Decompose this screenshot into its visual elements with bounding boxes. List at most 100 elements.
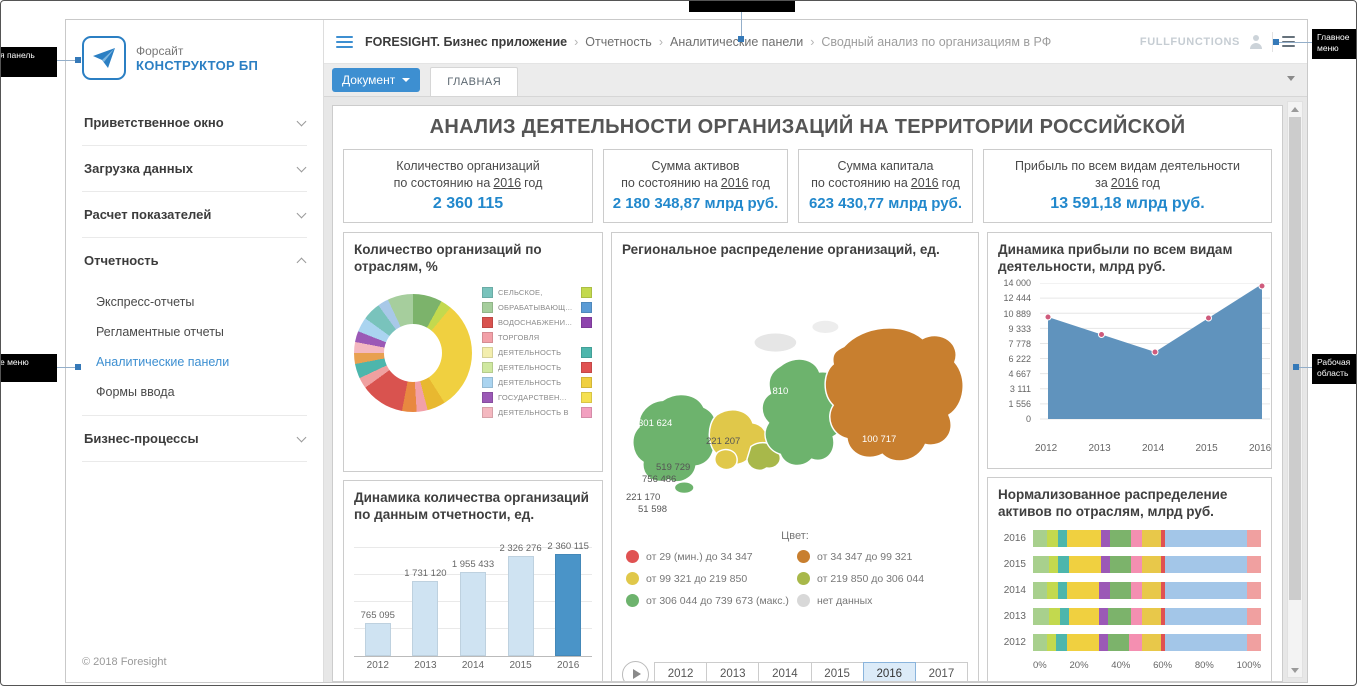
- stacked-bar-2012: [1033, 634, 1261, 652]
- x-tick-label: 0%: [1033, 660, 1047, 672]
- legend-dot: [797, 594, 810, 608]
- bar-segment: [1130, 582, 1143, 600]
- legend-dot: [797, 550, 810, 564]
- bar-segment: [1048, 556, 1059, 574]
- x-tick-label: 60%: [1153, 660, 1173, 672]
- chevron-down-icon[interactable]: [1287, 76, 1295, 81]
- x-tick-label: 2012: [1035, 443, 1058, 455]
- year-button-2014[interactable]: 2014: [758, 662, 812, 681]
- annotation-work-window: Рабочее окно: [689, 1, 795, 12]
- bar-segment: [1067, 530, 1102, 548]
- bar-segment: [1110, 582, 1131, 600]
- bar-value-label: 2 326 276: [499, 543, 542, 555]
- kpi-title: Количество организаций: [396, 159, 540, 173]
- scroll-down-arrow[interactable]: [1288, 663, 1302, 677]
- vertical-scrollbar[interactable]: [1287, 101, 1303, 678]
- document-button[interactable]: Документ: [332, 68, 421, 92]
- chevron-down-icon: [402, 78, 411, 82]
- sidebar-item-reporting[interactable]: Отчетность: [82, 238, 307, 283]
- y-tick-label: 7 778: [1008, 338, 1031, 349]
- bar-segment: [1142, 530, 1161, 548]
- map-legend-item: нет данных: [797, 594, 964, 608]
- year-button-2015[interactable]: 2015: [810, 662, 864, 681]
- bar-segment: [1033, 608, 1049, 626]
- legend-item: ДЕЯТЕЛЬНОСТЬ В: [482, 407, 592, 419]
- row-label: 2015: [1003, 559, 1026, 571]
- brand-line2: КОНСТРУКТОР БП: [136, 57, 259, 73]
- map-value-label: 519 729: [656, 462, 691, 474]
- bar-segment: [1069, 556, 1102, 574]
- bar-value-label: 2 360 115: [547, 541, 589, 553]
- kpi-title: по состоянию на: [811, 175, 908, 190]
- breadcrumb-item-analytic-panels[interactable]: Аналитические панели: [670, 34, 804, 49]
- hamburger-icon[interactable]: [336, 35, 353, 48]
- annotation-line: [57, 367, 75, 368]
- x-tick-label: 2014: [461, 660, 485, 672]
- charts-grid: Количество организаций по отраслям, % СЕ…: [343, 231, 1272, 681]
- legend-swatch: [482, 332, 493, 344]
- map-legend-item: от 219 850 до 306 044: [797, 572, 964, 586]
- kpi-value: 2 180 348,87 млрд руб.: [612, 194, 779, 212]
- year-button-2017[interactable]: 2017: [914, 662, 969, 681]
- bar-segment: [1069, 608, 1100, 626]
- bar-segment: [1165, 634, 1248, 652]
- year-button-2016[interactable]: 2016: [862, 662, 916, 681]
- kpi-year-link[interactable]: 2016: [910, 175, 939, 190]
- sidebar-subitem-regulated-reports[interactable]: Регламентные отчеты: [96, 325, 224, 339]
- user-name: FULLFUNCTIONS: [1139, 35, 1240, 48]
- legend-item: ДЕЯТЕЛЬНОСТЬ: [482, 347, 592, 359]
- breadcrumb-separator: ›: [810, 34, 815, 49]
- legend-dot: [626, 572, 639, 586]
- legend-item: ВОДОСНАБЖЕНИ...: [482, 317, 592, 329]
- kpi-year-link[interactable]: 2016: [493, 175, 522, 190]
- annotation-work-area: Рабочая область: [1312, 354, 1356, 384]
- tab-main[interactable]: ГЛАВНАЯ: [430, 67, 519, 96]
- year-button-2012[interactable]: 2012: [654, 662, 708, 681]
- kpi-title: по состоянию на: [393, 175, 491, 190]
- assets-stacked-panel: Нормализованное распределение активов по…: [987, 476, 1272, 681]
- kpi-year-link[interactable]: 2016: [1110, 175, 1139, 190]
- scrollbar-thumb[interactable]: [1289, 117, 1301, 600]
- sidebar-item-welcome[interactable]: Приветственное окно: [82, 100, 307, 146]
- russia-map[interactable]: 301 624 221 207 307 810 100 717 519 729 756 4…: [622, 268, 968, 518]
- bar-2012: [364, 623, 391, 657]
- sidebar-subitem-analytic-panels[interactable]: Аналитические панели: [96, 355, 230, 369]
- scroll-up-arrow[interactable]: [1288, 102, 1302, 116]
- x-tick-label: 80%: [1194, 660, 1214, 672]
- legend-label: от 219 850 до 306 044: [817, 572, 925, 585]
- kpi-year-link[interactable]: 2016: [720, 175, 749, 190]
- legend-item: ОБРАБАТЫВАЮЩ...: [482, 302, 592, 314]
- sidebar-subitem-input-forms[interactable]: Формы ввода: [96, 385, 175, 399]
- map-value-label: 301 624: [638, 418, 673, 430]
- kpi-title: год: [524, 175, 543, 190]
- user-icon[interactable]: [1249, 34, 1263, 49]
- bar-segment: [1247, 634, 1261, 652]
- stacked-bar-2015: [1033, 556, 1261, 574]
- row-label: 2013: [1003, 611, 1026, 623]
- chevron-down-icon: [296, 116, 307, 126]
- sidebar-item-business-processes[interactable]: Бизнес-процессы: [82, 416, 307, 462]
- play-button[interactable]: [622, 660, 649, 681]
- bar-segment: [1033, 556, 1049, 574]
- sidebar-item-data-load[interactable]: Загрузка данных: [82, 146, 307, 192]
- bar-segment: [1033, 634, 1047, 652]
- document-button-label: Документ: [342, 73, 396, 87]
- sidebar-subitem-express-reports[interactable]: Экспресс-отчеты: [96, 295, 195, 309]
- sidebar-item-indicators[interactable]: Расчет показателей: [82, 192, 307, 238]
- breadcrumb-app[interactable]: FORESIGHT. Бизнес приложение: [365, 34, 568, 49]
- sidebar-item-label: Расчет показателей: [84, 207, 212, 222]
- annotation-marker: [75, 364, 81, 370]
- brand-line1: Форсайт: [136, 43, 184, 58]
- breadcrumb-item-reporting[interactable]: Отчетность: [585, 34, 652, 49]
- chevron-down-icon: [296, 162, 307, 172]
- bar-segment: [1058, 582, 1068, 600]
- year-button-2013[interactable]: 2013: [706, 662, 760, 681]
- bar-segment: [1142, 556, 1161, 574]
- legend-swatch: [482, 377, 493, 389]
- chart-title: Региональное распределение организаций, …: [622, 241, 940, 257]
- legend-swatch: [581, 287, 592, 299]
- bar-segment: [1033, 582, 1047, 600]
- legend-label: ДЕЯТЕЛЬНОСТЬ: [498, 363, 562, 373]
- bar-value-label: 765 095: [360, 610, 395, 622]
- main-menu-icon[interactable]: [1282, 36, 1295, 47]
